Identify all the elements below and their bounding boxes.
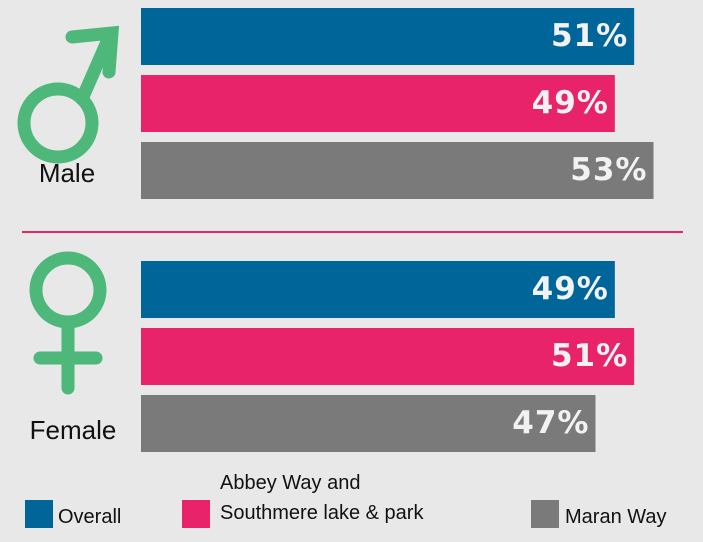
bar [141, 261, 615, 318]
category-label: Male [39, 158, 95, 188]
value-label: 51% [551, 18, 628, 54]
legend-label: Maran Way [565, 506, 667, 528]
value-label: 49% [532, 271, 609, 307]
legend-swatch [25, 500, 53, 528]
legend-label: Abbey Way and Southmere lake & park [220, 472, 424, 524]
value-label: 49% [532, 85, 609, 121]
category-label: Female [30, 415, 117, 445]
bar [141, 328, 635, 385]
legend-label: Overall [58, 506, 122, 528]
bar [141, 395, 596, 452]
bar [141, 75, 615, 132]
legend-swatch [182, 500, 210, 528]
value-label: 51% [551, 338, 628, 374]
value-label: 53% [570, 152, 647, 188]
male-symbol [17, 25, 120, 164]
value-label: 47% [512, 405, 589, 441]
legend-swatch [531, 500, 559, 528]
bar [141, 8, 635, 65]
female-symbol [29, 251, 107, 395]
bar [141, 142, 654, 199]
